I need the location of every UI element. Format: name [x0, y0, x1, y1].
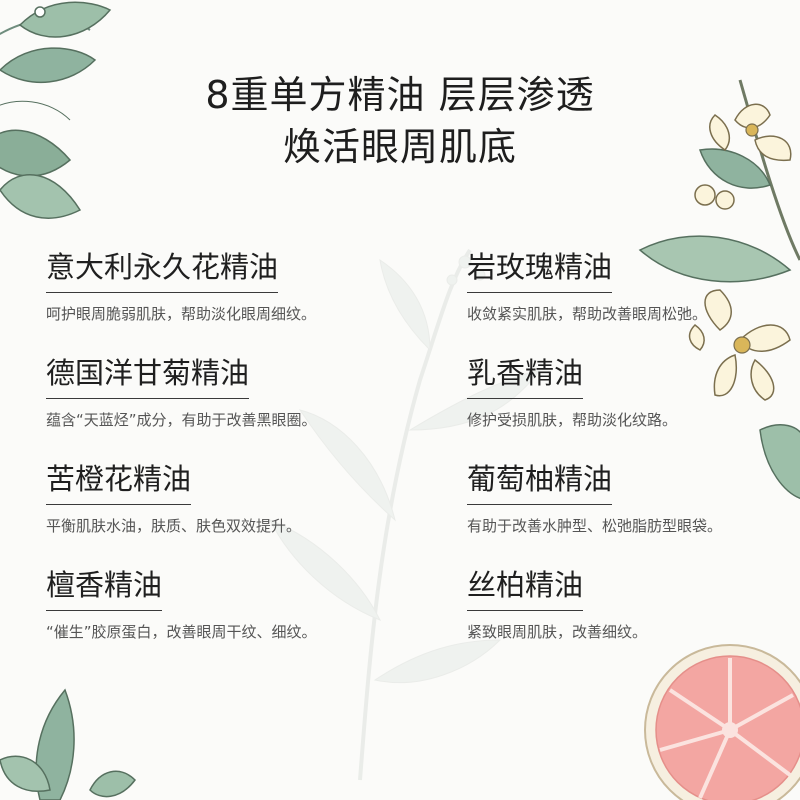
oil-item-chamomile: 德国洋甘菊精油 蕴含“天蓝烃”成分，有助于改善黑眼圈。: [46, 357, 386, 429]
oil-item-sandalwood: 檀香精油 “催生”胶原蛋白，改善眼周干纹、细纹。: [46, 569, 386, 641]
oil-name: 岩玫瑰精油: [467, 251, 613, 293]
leaf-cluster-icon: [0, 1, 112, 219]
leaf-cluster-icon: [0, 688, 136, 800]
oil-item-immortelle: 意大利永久花精油 呵护眼周脆弱肌肤，帮助淡化眼周细纹。: [46, 251, 386, 323]
oil-name: 葡萄柚精油: [467, 463, 613, 505]
oil-item-neroli: 苦橙花精油 平衡肌肤水油，肤质、肤色双效提升。: [46, 463, 386, 535]
oil-desc: 呵护眼周脆弱肌肤，帮助淡化眼周细纹。: [46, 304, 317, 323]
grapefruit-slice-icon: [644, 644, 800, 800]
oil-name: 德国洋甘菊精油: [46, 357, 250, 399]
oil-item-frankincense: 乳香精油 修护受损肌肤，帮助淡化纹路。: [467, 357, 800, 429]
oil-desc: 收敛紧实肌肤，帮助改善眼周松弛。: [467, 304, 708, 323]
oil-name: 檀香精油: [46, 569, 163, 611]
oil-desc: 平衡肌肤水油，肤质、肤色双效提升。: [46, 516, 302, 535]
oil-desc: “催生”胶原蛋白，改善眼周干纹、细纹。: [46, 622, 317, 641]
page-title-line1: 8重单方精油 层层渗透: [205, 73, 595, 117]
oil-desc: 有助于改善水肿型、松弛脂肪型眼袋。: [467, 516, 723, 535]
faded-branch-icon: [268, 248, 542, 781]
oil-desc: 紧致眼周肌肤，改善细纹。: [467, 622, 648, 641]
oil-item-cistus: 岩玫瑰精油 收敛紧实肌肤，帮助改善眼周松弛。: [467, 251, 800, 323]
oil-item-grapefruit: 葡萄柚精油 有助于改善水肿型、松弛脂肪型眼袋。: [467, 463, 800, 535]
oil-name: 丝柏精油: [467, 569, 584, 611]
oil-name: 乳香精油: [467, 357, 584, 399]
oil-desc: 蕴含“天蓝烃”成分，有助于改善黑眼圈。: [46, 410, 317, 429]
oil-desc: 修护受损肌肤，帮助淡化纹路。: [467, 410, 678, 429]
oil-item-cypress: 丝柏精油 紧致眼周肌肤，改善细纹。: [467, 569, 800, 641]
oil-name: 苦橙花精油: [46, 463, 192, 505]
oil-name: 意大利永久花精油: [46, 251, 279, 293]
page-title-line2: 焕活眼周肌底: [282, 125, 517, 169]
orange-blossom-icon: [638, 79, 800, 500]
